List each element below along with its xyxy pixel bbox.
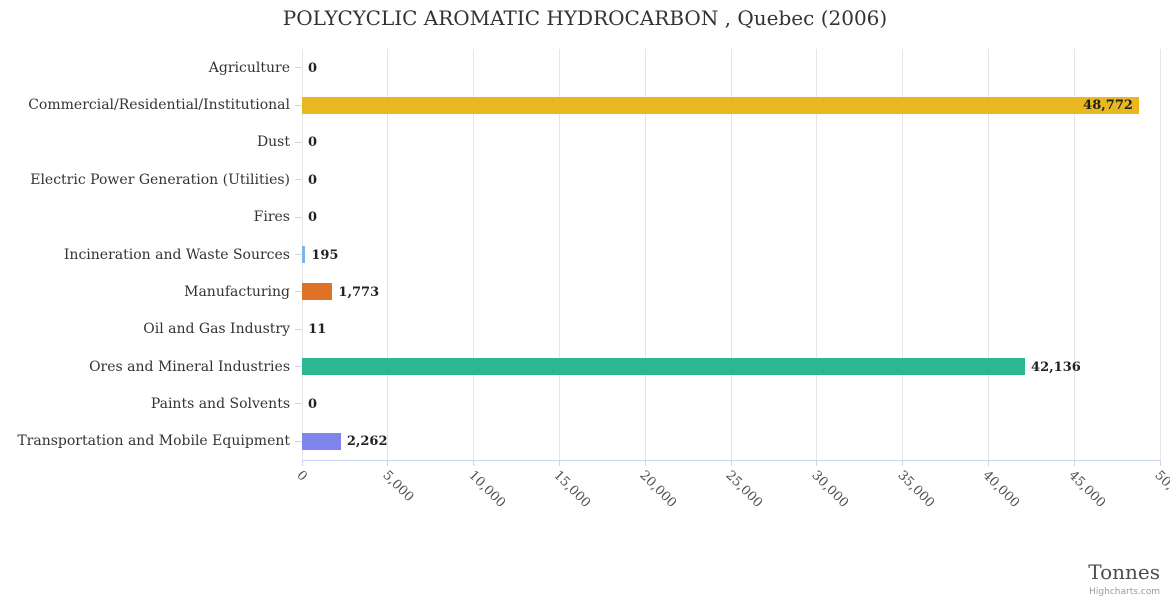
x-axis-tick-label: 35,000 (893, 468, 937, 511)
value-label: 0 (308, 172, 318, 188)
x-axis-tick (473, 460, 475, 466)
value-label: 195 (311, 247, 339, 263)
y-axis-tick (295, 179, 302, 181)
category-label: Ores and Mineral Industries (89, 358, 290, 375)
gridline (902, 49, 904, 460)
value-label: 42,136 (1031, 359, 1081, 375)
x-axis-tick (644, 460, 646, 466)
x-axis-tick-label: 0 (293, 468, 310, 485)
x-axis-tick-label: 50,000 (1151, 468, 1170, 511)
x-axis-tick (1159, 460, 1161, 466)
bar[interactable] (302, 246, 306, 263)
x-axis-tick-label: 40,000 (979, 468, 1023, 511)
gridline (1159, 49, 1161, 460)
category-label: Commercial/Residential/Institutional (28, 97, 290, 114)
x-axis-tick-label: 10,000 (464, 468, 508, 511)
x-axis-tick-label: 20,000 (636, 468, 680, 511)
gridline (473, 49, 475, 460)
y-axis-tick (295, 104, 302, 106)
category-label: Electric Power Generation (Utilities) (30, 171, 290, 188)
x-axis-tick (816, 460, 818, 466)
y-axis-tick (295, 67, 302, 69)
x-axis-tick (1073, 460, 1075, 466)
gridline (730, 49, 732, 460)
bar[interactable] (302, 96, 1139, 114)
x-axis-tick (730, 460, 732, 466)
value-label: 0 (308, 60, 318, 76)
bar[interactable] (302, 358, 1026, 376)
x-axis-tick-label: 15,000 (550, 468, 594, 511)
gridline (644, 49, 646, 460)
category-label: Paints and Solvents (150, 395, 290, 412)
value-label: 48,772 (1083, 98, 1133, 114)
x-axis-tick-label: 5,000 (379, 468, 417, 505)
y-axis-tick (295, 366, 302, 368)
category-label: Oil and Gas Industry (143, 321, 290, 338)
value-label: 0 (308, 210, 318, 226)
value-label: 2,262 (346, 434, 388, 450)
x-axis-tick-label: 30,000 (808, 468, 851, 511)
x-axis-tick-label: 25,000 (722, 468, 766, 511)
value-label: 0 (308, 135, 318, 151)
x-axis-title: Tonnes (1088, 560, 1160, 584)
value-label: 1,773 (338, 284, 380, 300)
category-label: Fires (253, 209, 290, 226)
x-axis-tick (987, 460, 989, 466)
y-axis-tick (295, 440, 302, 442)
x-axis-tick-label: 45,000 (1065, 468, 1109, 511)
value-label: 0 (308, 396, 318, 412)
x-axis-tick (387, 460, 389, 466)
value-label: 11 (308, 322, 327, 338)
gridline (987, 49, 989, 460)
x-axis-tick (902, 460, 904, 466)
y-axis-tick (295, 216, 302, 218)
y-axis-tick (295, 254, 302, 255)
y-axis-tick (295, 291, 302, 293)
category-label: Transportation and Mobile Equipment (17, 433, 290, 450)
bar[interactable] (302, 283, 333, 301)
category-label: Incineration and Waste Sources (63, 246, 290, 263)
category-label: Agriculture (208, 59, 290, 76)
y-axis-tick (295, 328, 302, 330)
highcharts-credit-link[interactable]: Highcharts.com (1089, 587, 1160, 597)
gridline (558, 49, 560, 460)
gridline (1073, 49, 1075, 460)
bar[interactable] (302, 432, 341, 450)
x-axis-line (302, 459, 1160, 461)
gridline (816, 49, 818, 460)
x-axis-tick (301, 460, 303, 466)
gridline (387, 49, 389, 460)
x-axis-tick (558, 460, 560, 466)
chart-title: POLYCYCLIC AROMATIC HYDROCARBON , Quebec… (282, 6, 888, 30)
category-label: Dust (256, 134, 290, 151)
y-axis-tick (295, 141, 302, 143)
y-axis-tick (295, 403, 302, 405)
category-label: Manufacturing (184, 283, 290, 300)
